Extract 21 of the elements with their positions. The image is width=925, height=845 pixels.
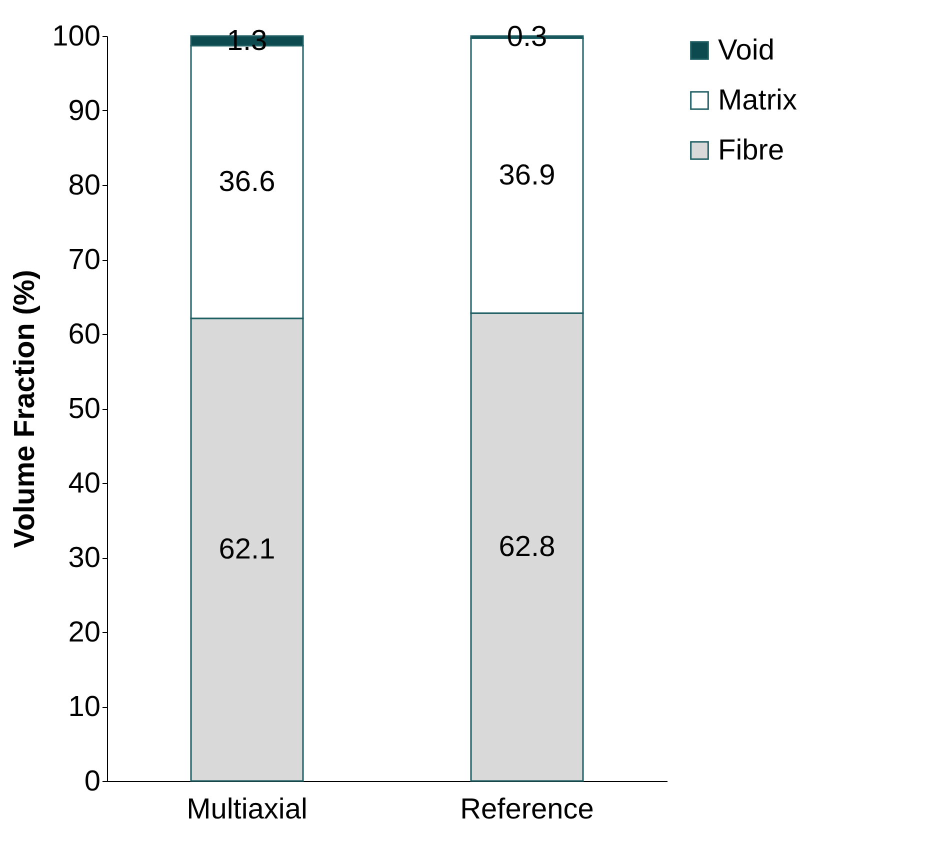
- data-label: 36.9: [498, 160, 556, 192]
- data-label: 36.6: [218, 166, 276, 198]
- y-tick-label: 40: [68, 468, 100, 500]
- y-axis-title: Volume Fraction (%): [9, 270, 42, 548]
- y-tick-label: 0: [84, 766, 100, 798]
- legend-label: Matrix: [718, 84, 798, 116]
- legend-label: Fibre: [718, 134, 784, 166]
- y-tick-label: 20: [68, 616, 100, 648]
- x-tick-label: Reference: [460, 794, 594, 826]
- y-tick-label: 70: [68, 244, 100, 276]
- y-tick-label: 90: [68, 95, 100, 127]
- data-label: 62.1: [218, 534, 276, 566]
- y-tick-label: 30: [68, 542, 100, 574]
- data-label: 62.8: [498, 531, 556, 564]
- y-tick-label: 80: [68, 170, 100, 202]
- y-tick-label: 50: [68, 393, 100, 425]
- y-tick-label: 100: [52, 20, 100, 52]
- x-tick-label: Multiaxial: [186, 794, 308, 826]
- y-tick-label: 60: [68, 318, 100, 350]
- y-tick-label: 10: [68, 691, 100, 723]
- legend-label: Void: [718, 34, 774, 66]
